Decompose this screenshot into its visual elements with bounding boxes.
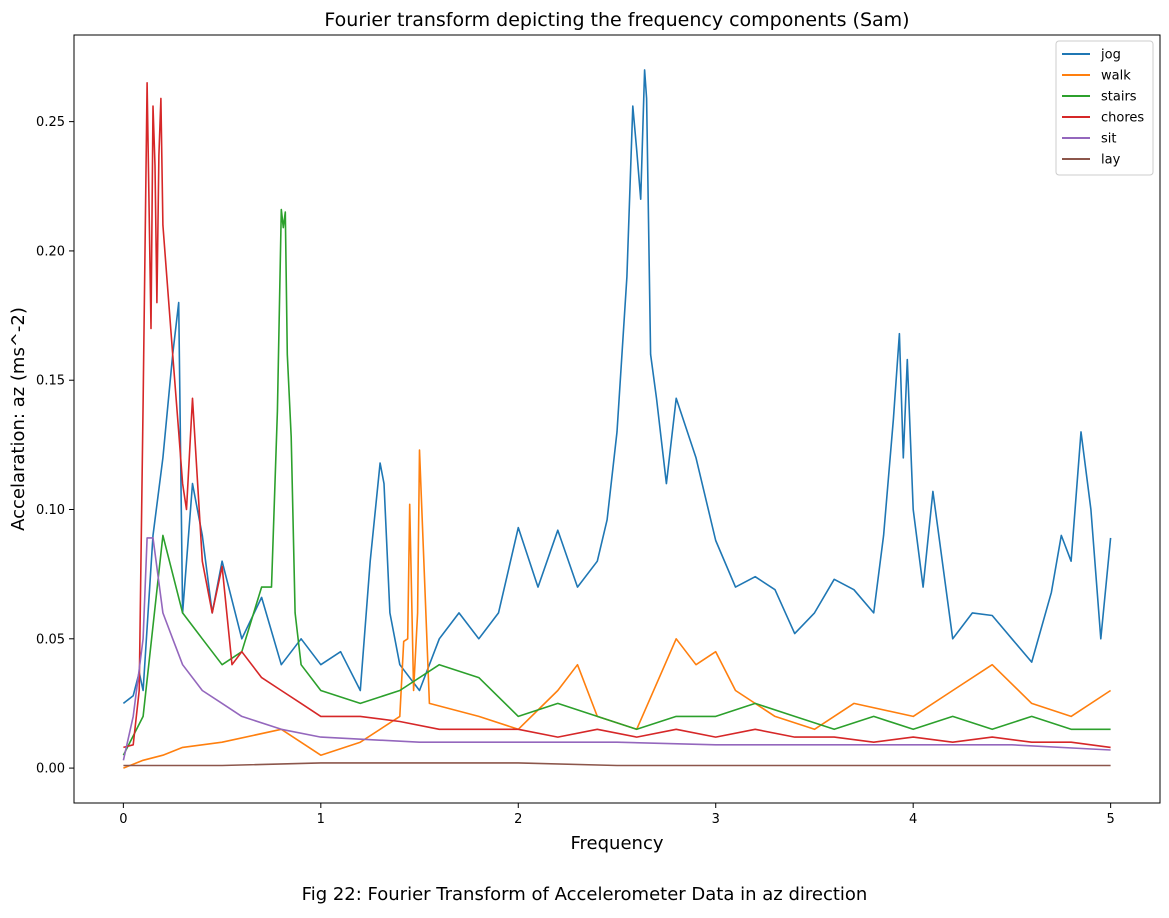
legend-label-walk: walk [1101,69,1131,84]
legend-label-stairs: stairs [1101,90,1137,105]
x-tick-label: 2 [514,812,522,827]
legend-label-jog: jog [1100,48,1121,63]
legend-label-chores: chores [1101,111,1144,126]
series-layer [122,69,1112,769]
ticks-layer: 0 1 2 3 4 5 0.00 0.05 0.10 0.15 0.20 0.25 [36,115,1115,827]
y-tick-label: 0.05 [36,632,65,647]
series-line-sit [122,537,1111,761]
legend-label-sit: sit [1101,132,1116,147]
y-tick-label: 0.15 [36,374,65,389]
series-line-lay [123,762,1111,767]
series-line-jog [122,69,1112,705]
legend: jog walk stairs chores sit lay [1055,40,1154,176]
x-tick-label: 5 [1106,812,1114,827]
figure-caption: Fig 22: Fourier Transform of Acceleromet… [301,884,868,905]
x-tick-label: 1 [317,812,325,827]
y-tick-label: 0.20 [36,244,65,259]
y-tick-label: 0.10 [36,503,65,518]
x-tick-label: 3 [712,812,720,827]
y-tick-label: 0.25 [36,115,65,130]
series-line-chores [123,82,1111,749]
x-tick-label: 4 [909,812,917,827]
legend-label-lay: lay [1101,153,1121,168]
y-axis-label: Accelaration: az (ms^-2) [8,307,29,531]
x-tick-label: 0 [119,812,127,827]
x-axis-label: Frequency [571,833,664,854]
y-tick-label: 0.00 [36,762,65,777]
chart-title: Fourier transform depicting the frequenc… [324,9,909,31]
plot-area [73,34,1161,804]
series-line-stairs [122,208,1111,756]
